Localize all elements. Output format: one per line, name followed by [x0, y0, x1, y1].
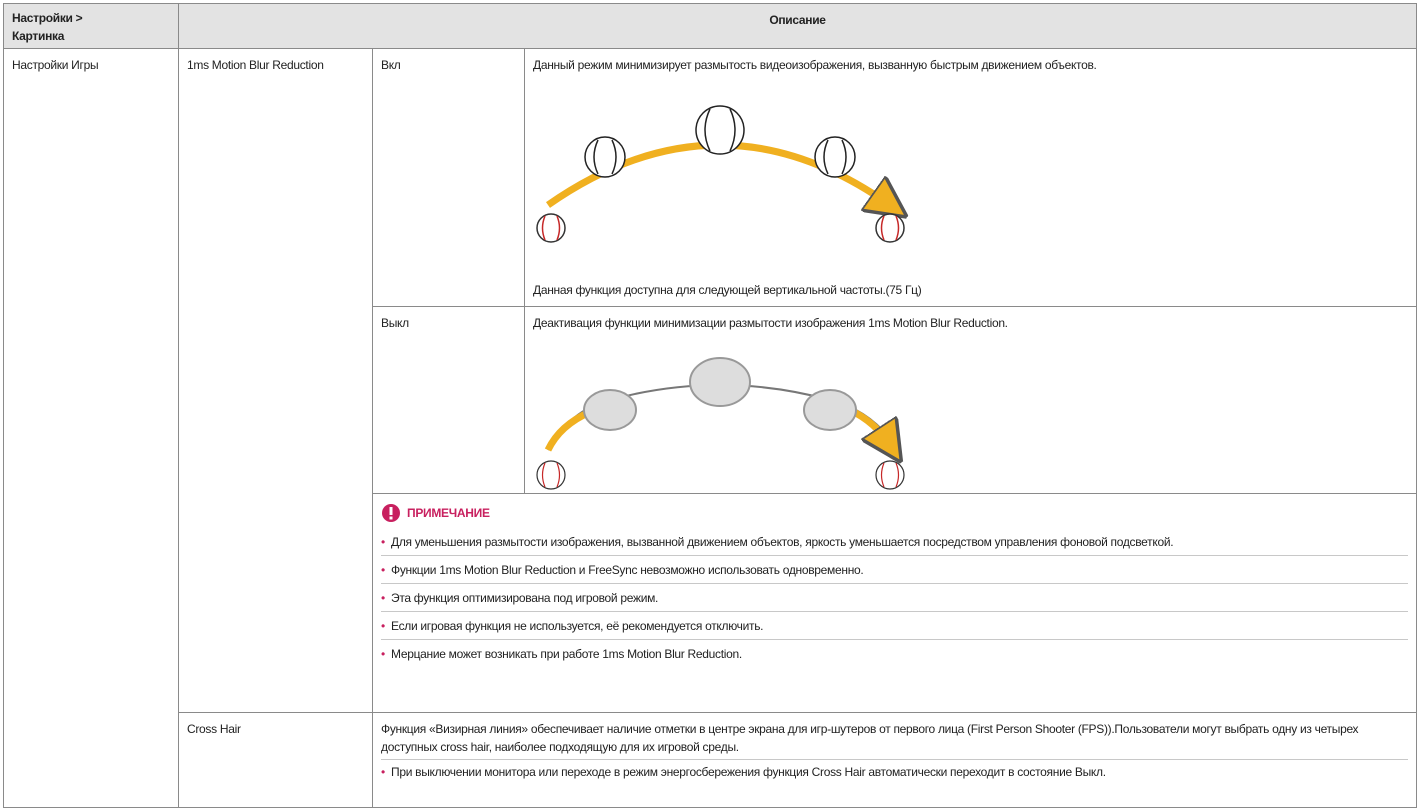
option-text: Деактивация функции минимизации размытос…: [533, 316, 1008, 330]
blurred-balls: [583, 357, 857, 431]
cross-hair-item: При выключении монитора или переходе в р…: [381, 763, 1408, 781]
note-item: Если игровая функция не используется, её…: [381, 612, 1408, 640]
option-label: Вкл: [372, 48, 525, 307]
cross-hair-text: Функция «Визирная линия» обеспечивает на…: [381, 720, 1408, 760]
section-cell: Настройки Игры: [3, 48, 179, 808]
header-line: Картинка: [12, 29, 65, 43]
balls: [536, 460, 905, 490]
feature-cell: 1ms Motion Blur Reduction: [178, 48, 373, 713]
header-line: Настройки >: [12, 11, 83, 25]
option-footnote: Данная функция доступна для следующей ве…: [533, 283, 922, 297]
note-item: Мерцание может возникать при работе 1ms …: [381, 640, 1408, 668]
note-icon: [382, 504, 400, 522]
note-title: ПРИМЕЧАНИЕ: [407, 506, 490, 520]
cross-hair-description: Функция «Визирная линия» обеспечивает на…: [372, 712, 1417, 808]
balls: [536, 105, 905, 243]
note-item: Для уменьшения размытости изображения, в…: [381, 528, 1408, 556]
note-item: Функции 1ms Motion Blur Reduction и Free…: [381, 556, 1408, 584]
note-item: Эта функция оптимизирована под игровой р…: [381, 584, 1408, 612]
header-setting: Настройки > Картинка: [3, 3, 179, 49]
arrow: [544, 408, 592, 452]
option-text: Данный режим минимизирует размытость вид…: [533, 58, 1097, 72]
option-label: Выкл: [372, 306, 525, 494]
note-cell: ПРИМЕЧАНИЕ Для уменьшения размытости изо…: [372, 493, 1417, 713]
header-description: Описание: [178, 3, 1417, 49]
note-heading: ПРИМЕЧАНИЕ: [381, 498, 1408, 528]
illustration-on: [536, 105, 950, 243]
illustration-off: [536, 357, 905, 490]
feature-cell: Cross Hair: [178, 712, 373, 808]
